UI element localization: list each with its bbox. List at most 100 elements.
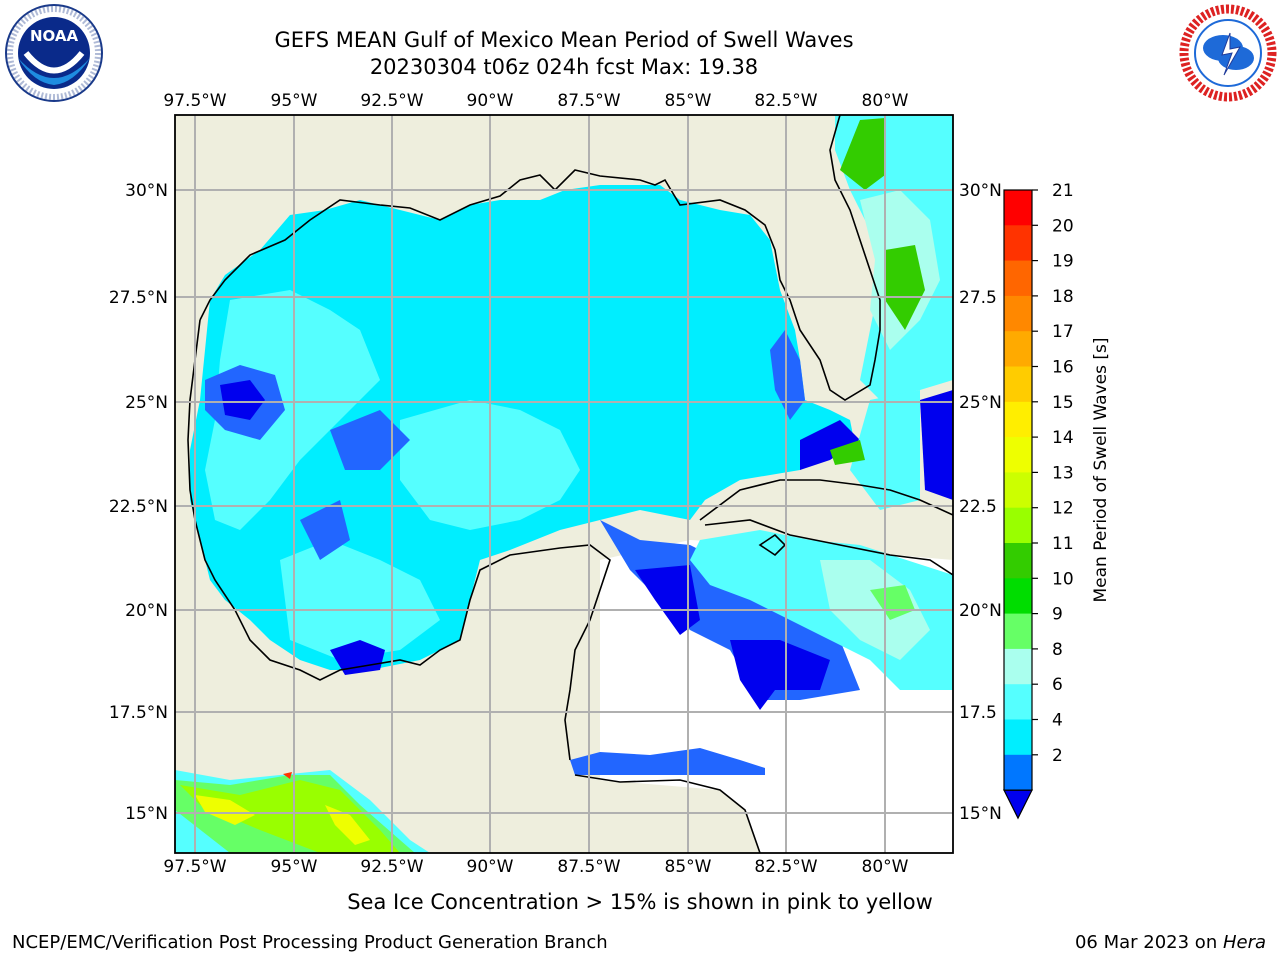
longitude-labels-bottom: 97.5°W 95°W 92.5°W 90°W 87.5°W 85°W 82.5°W 80°W — [163, 857, 908, 877]
pacific-swell-yellow — [325, 805, 370, 845]
latitude-label: 17.5°N — [109, 703, 168, 723]
longitude-label: 92.5°W — [360, 91, 423, 111]
gulf-swell-light-patch — [205, 290, 380, 530]
gulf-swell-dark-patch — [220, 380, 265, 420]
latitude-label: 25°N — [125, 393, 168, 413]
latitude-label: 15°N — [125, 804, 168, 824]
colorbar-swatch — [1004, 719, 1032, 756]
longitude-label: 82.5°W — [754, 857, 817, 877]
pacific-swell-yellow — [195, 795, 255, 825]
gulf-swell-dark-patch — [330, 640, 385, 675]
colorbar-tick-label: 18 — [1052, 287, 1074, 307]
colorbar-swatch — [1004, 648, 1032, 685]
colorbar-tick-label: 21 — [1052, 181, 1074, 201]
latitude-label: 30°N — [125, 181, 168, 201]
colorbar-frame — [1003, 189, 1033, 791]
colorbar-tick-label: 17 — [1052, 322, 1074, 342]
colorbar-tick-label: 16 — [1052, 358, 1074, 378]
colorbar-swatch — [1004, 507, 1032, 544]
map-title: GEFS MEAN Gulf of Mexico Mean Period of … — [274, 28, 854, 52]
longitude-labels-top: 97.5°W 95°W 92.5°W 90°W 87.5°W 85°W 82.5°W 80°W — [163, 91, 908, 111]
colorbar-tick-label: 8 — [1052, 640, 1063, 660]
colorbar-tick-label: 20 — [1052, 216, 1074, 236]
gulf-swell-blue-patch — [770, 330, 805, 420]
gulf-swell-blue-patch — [330, 410, 410, 470]
latitude-labels-left: 30°N 27.5°N 25°N 22.5°N 20°N 17.5°N 15°N — [109, 181, 168, 824]
latitude-label: 22.5 — [959, 497, 997, 517]
colorbar-label: Mean Period of Swell Waves [s] — [1091, 338, 1111, 603]
longitude-label: 92.5°W — [360, 857, 423, 877]
bahamas-swell-green — [830, 440, 865, 465]
gridlines — [175, 115, 953, 853]
latitude-label: 20°N — [125, 601, 168, 621]
colorbar-extend-arrow — [1003, 789, 1033, 820]
footer-host: Hera — [1222, 932, 1266, 953]
colorbar-tick-label: 19 — [1052, 252, 1074, 272]
colorbar-swatch — [1004, 295, 1032, 332]
colorbar-tick-label: 9 — [1052, 605, 1063, 625]
gulf-swell-dark-patch — [635, 565, 700, 635]
svg-text:NOAA: NOAA — [30, 27, 79, 45]
latitude-label: 17.5 — [959, 703, 997, 723]
colorbar-swatch — [1004, 401, 1032, 438]
colorbar-tick-label: 14 — [1052, 428, 1074, 448]
latitude-label: 22.5°N — [109, 497, 168, 517]
colorbar-ticks: 21 20 19 18 17 16 15 14 13 12 11 10 9 8 6 4 2 — [1032, 181, 1074, 766]
map-subtitle: 20230304 t06z 024h fcst Max: 19.38 — [369, 55, 759, 79]
footer-date: 06 Mar 2023 on Hera — [1075, 932, 1266, 953]
footer-credit: NCEP/EMC/Verification Post Processing Pr… — [12, 932, 608, 953]
colorbar-swatch — [1004, 578, 1032, 615]
colorbar-tick-label: 2 — [1052, 746, 1063, 766]
latitude-label: 27.5 — [959, 288, 997, 308]
longitude-label: 85°W — [665, 91, 712, 111]
latitude-label: 27.5°N — [109, 288, 168, 308]
longitude-label: 87.5°W — [557, 857, 620, 877]
gulf-swell-dark-patch — [920, 390, 953, 500]
longitude-label: 95°W — [271, 91, 318, 111]
map-panel — [175, 115, 953, 853]
noaa-logo: NOAA — [5, 4, 103, 102]
colorbar-swatch — [1004, 684, 1032, 720]
longitude-label: 97.5°W — [163, 91, 226, 111]
colorbar-swatch — [1004, 543, 1032, 579]
colorbar-swatch — [1004, 472, 1032, 509]
longitude-label: 87.5°W — [557, 91, 620, 111]
colorbar-swatch — [1004, 613, 1032, 650]
colorbar-tick-label: 13 — [1052, 463, 1074, 483]
latitude-label: 30°N — [959, 181, 1002, 201]
latitude-labels-right: 30°N 27.5 25°N 22.5 20°N 17.5 15°N — [959, 181, 1002, 824]
gulf-swell-light-patch — [280, 540, 440, 660]
longitude-label: 82.5°W — [754, 91, 817, 111]
caribbean-swell-green — [870, 585, 915, 620]
latitude-label: 20°N — [959, 601, 1002, 621]
gulf-swell-dark-patch — [800, 420, 860, 470]
latitude-label: 15°N — [959, 804, 1002, 824]
colorbar-swatch — [1004, 190, 1032, 226]
colorbar-swatch — [1004, 437, 1032, 473]
gulf-swell-blue-patch — [300, 500, 350, 560]
longitude-label: 80°W — [862, 91, 909, 111]
colorbar-tick-label: 15 — [1052, 393, 1074, 413]
colorbar-tick-label: 10 — [1052, 569, 1074, 589]
map-frame — [174, 114, 954, 854]
atlantic-swell-green — [840, 118, 885, 190]
colorbar-swatch — [1004, 260, 1032, 297]
colorbar-swatch — [1004, 225, 1032, 262]
colorbar-swatch — [1004, 331, 1032, 367]
nws-logo — [1179, 4, 1277, 102]
colorbar-tick-label: 6 — [1052, 675, 1063, 695]
longitude-label: 90°W — [467, 857, 514, 877]
colorbar-tick-label: 11 — [1052, 534, 1074, 554]
honduras-coast-swell — [570, 748, 765, 775]
colorbar-tick-label: 4 — [1052, 711, 1063, 731]
longitude-label: 95°W — [271, 857, 318, 877]
colorbar — [1003, 189, 1033, 820]
atlantic-swell-green — [885, 245, 925, 330]
longitude-label: 85°W — [665, 857, 712, 877]
pacific-swell-peak — [283, 772, 292, 779]
longitude-label: 80°W — [862, 857, 909, 877]
footer-date-text: 06 Mar 2023 on — [1074, 932, 1223, 953]
sea-ice-note: Sea Ice Concentration > 15% is shown in … — [347, 890, 933, 914]
longitude-label: 97.5°W — [163, 857, 226, 877]
